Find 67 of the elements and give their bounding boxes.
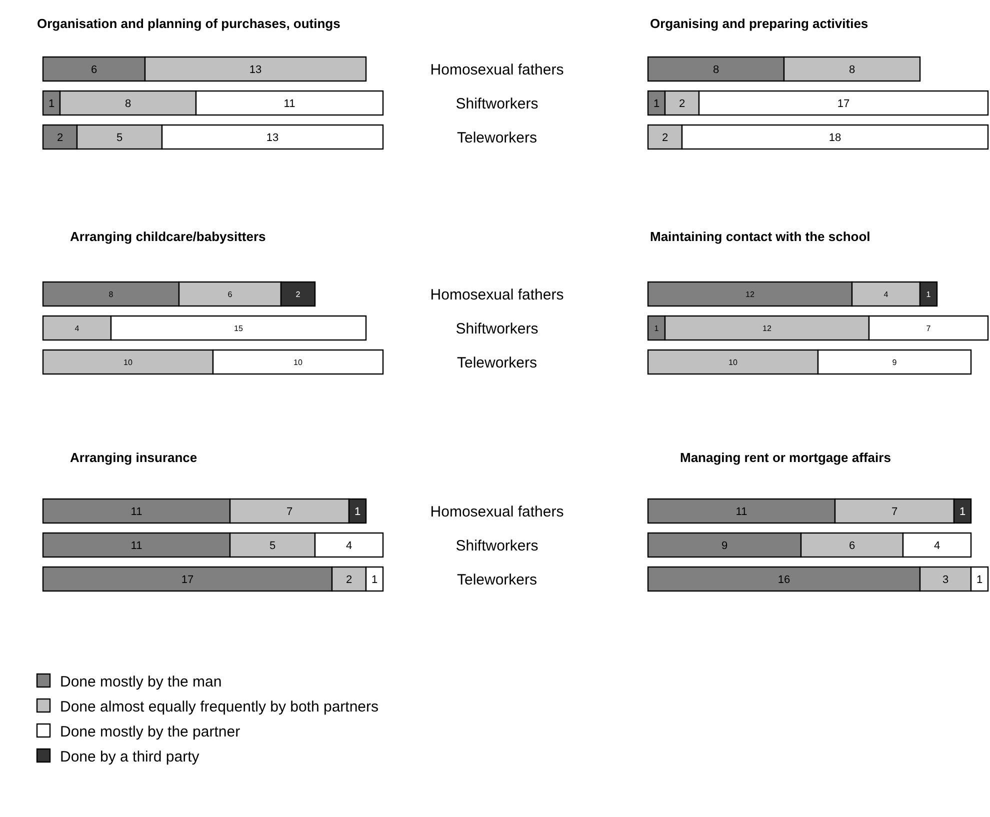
data-label: 11: [130, 506, 142, 518]
data-label: 2: [56, 132, 64, 144]
data-label: 17: [181, 574, 194, 586]
data-label: 12: [746, 290, 755, 299]
data-label: 6: [228, 290, 233, 299]
legend-label: Done by a third party: [60, 748, 200, 766]
data-label: 11: [284, 98, 296, 110]
data-label: 9: [892, 358, 898, 367]
data-label: 5: [269, 540, 276, 552]
data-label: 10: [728, 358, 738, 367]
y-tick-label: Homosexual fathers: [430, 503, 564, 520]
data-label: 2: [678, 98, 686, 110]
data-label: 1: [976, 574, 983, 586]
data-label: 16: [778, 574, 790, 586]
y-tick-label: Teleworkers: [456, 129, 538, 146]
data-label: 8: [848, 64, 856, 76]
data-label: 1: [371, 574, 378, 586]
data-label: 10: [124, 358, 133, 367]
chart-title: Arranging insurance: [70, 450, 198, 465]
data-label: 15: [234, 324, 244, 333]
data-label: 2: [296, 290, 301, 299]
data-label: 9: [721, 540, 728, 552]
data-label: 12: [762, 324, 772, 333]
chart-title: Organisation and planning of purchases, outings: [37, 16, 340, 31]
data-label: 17: [837, 98, 850, 110]
data-label: 18: [828, 132, 842, 144]
chart-title: Arranging childcare/babysitters: [70, 229, 266, 244]
data-label: 1: [653, 98, 660, 110]
legend-label: Done mostly by the man: [60, 673, 222, 690]
data-label: 6: [90, 64, 98, 76]
data-label: 4: [884, 290, 889, 299]
data-label: 8: [124, 98, 132, 110]
data-label: 2: [346, 574, 352, 586]
data-label: 1: [959, 506, 966, 518]
data-label: 1: [926, 290, 932, 299]
y-tick-label: Homosexual fathers: [430, 286, 564, 304]
y-tick-label: Teleworkers: [456, 354, 538, 372]
y-tick-label: Shiftworkers: [456, 95, 538, 112]
data-label: 13: [266, 132, 279, 144]
y-tick-label: Shiftworkers: [456, 537, 538, 554]
data-label: 4: [346, 540, 352, 552]
data-label: 5: [116, 132, 123, 144]
data-label: 4: [74, 324, 80, 333]
data-label: 1: [354, 506, 361, 518]
data-label: 10: [294, 358, 303, 367]
data-label: 11: [130, 540, 142, 552]
data-label: 2: [662, 132, 668, 144]
data-label: 3: [942, 574, 949, 586]
data-label: 6: [848, 540, 856, 552]
chart-title: Managing rent or mortgage affairs: [680, 450, 891, 465]
chart-title: Organising and preparing activities: [650, 16, 868, 31]
legend-label: Done mostly by the partner: [60, 723, 240, 740]
y-tick-label: Homosexual fathers: [430, 61, 564, 78]
y-tick-label: Teleworkers: [456, 571, 538, 588]
data-label: 4: [934, 540, 940, 552]
data-label: 11: [736, 506, 748, 518]
y-tick-label: Shiftworkers: [456, 320, 538, 338]
data-label: 1: [48, 98, 55, 110]
data-label: 13: [249, 64, 262, 76]
chart-title: Maintaining contact with the school: [650, 229, 870, 244]
data-label: 7: [286, 506, 293, 518]
legend-label: Done almost equally frequently by both partners: [60, 698, 379, 716]
data-label: 1: [654, 324, 660, 333]
data-label: 8: [712, 64, 720, 76]
data-label: 7: [926, 324, 932, 333]
data-label: 8: [108, 290, 114, 299]
data-label: 7: [891, 506, 898, 518]
